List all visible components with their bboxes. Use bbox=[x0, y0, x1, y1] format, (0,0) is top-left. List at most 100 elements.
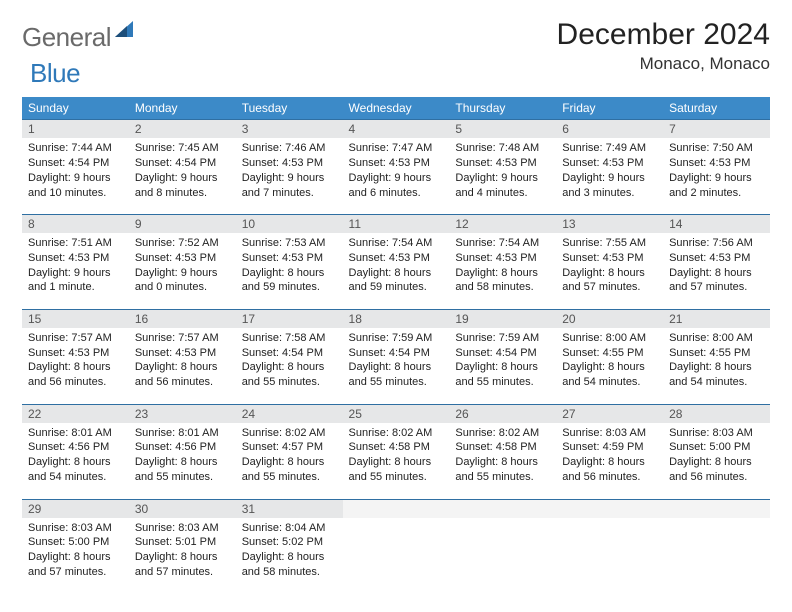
calendar-table: Sunday Monday Tuesday Wednesday Thursday… bbox=[22, 97, 770, 586]
day-cell: Sunrise: 7:50 AMSunset: 4:53 PMDaylight:… bbox=[663, 138, 770, 206]
sunrise-text: Sunrise: 8:01 AM bbox=[135, 426, 230, 441]
sunrise-text: Sunrise: 7:48 AM bbox=[455, 141, 550, 156]
location-label: Monaco, Monaco bbox=[557, 54, 770, 74]
sunset-text: Sunset: 4:53 PM bbox=[669, 156, 764, 171]
day-number: 20 bbox=[556, 309, 663, 328]
day-number: 12 bbox=[449, 214, 556, 233]
sunset-text: Sunset: 4:56 PM bbox=[135, 440, 230, 455]
daylight-text: Daylight: 8 hours and 55 minutes. bbox=[242, 455, 337, 485]
dow-saturday: Saturday bbox=[663, 97, 770, 120]
day-number: 22 bbox=[22, 404, 129, 423]
sunrise-text: Sunrise: 8:03 AM bbox=[562, 426, 657, 441]
sunset-text: Sunset: 4:59 PM bbox=[562, 440, 657, 455]
sunrise-text: Sunrise: 7:53 AM bbox=[242, 236, 337, 251]
daylight-text: Daylight: 8 hours and 58 minutes. bbox=[242, 550, 337, 580]
sunset-text: Sunset: 4:55 PM bbox=[562, 346, 657, 361]
sunset-text: Sunset: 4:53 PM bbox=[455, 156, 550, 171]
daylight-text: Daylight: 8 hours and 54 minutes. bbox=[28, 455, 123, 485]
daylight-text: Daylight: 8 hours and 54 minutes. bbox=[669, 360, 764, 390]
sunrise-text: Sunrise: 7:46 AM bbox=[242, 141, 337, 156]
sunset-text: Sunset: 4:55 PM bbox=[669, 346, 764, 361]
sunset-text: Sunset: 5:00 PM bbox=[669, 440, 764, 455]
sunrise-text: Sunrise: 7:56 AM bbox=[669, 236, 764, 251]
day-number: 26 bbox=[449, 404, 556, 423]
day-cell: Sunrise: 7:45 AMSunset: 4:54 PMDaylight:… bbox=[129, 138, 236, 206]
sunrise-text: Sunrise: 7:59 AM bbox=[455, 331, 550, 346]
daylight-text: Daylight: 8 hours and 55 minutes. bbox=[349, 455, 444, 485]
day-number bbox=[343, 499, 450, 518]
day-cell: Sunrise: 7:59 AMSunset: 4:54 PMDaylight:… bbox=[343, 328, 450, 396]
day-cell: Sunrise: 8:03 AMSunset: 5:00 PMDaylight:… bbox=[22, 518, 129, 586]
sunset-text: Sunset: 5:01 PM bbox=[135, 535, 230, 550]
day-cell: Sunrise: 8:00 AMSunset: 4:55 PMDaylight:… bbox=[663, 328, 770, 396]
sunset-text: Sunset: 4:53 PM bbox=[135, 346, 230, 361]
daylight-text: Daylight: 8 hours and 58 minutes. bbox=[455, 266, 550, 296]
day-cell: Sunrise: 8:01 AMSunset: 4:56 PMDaylight:… bbox=[129, 423, 236, 491]
daylight-text: Daylight: 8 hours and 57 minutes. bbox=[669, 266, 764, 296]
sunset-text: Sunset: 4:58 PM bbox=[349, 440, 444, 455]
day-number: 30 bbox=[129, 499, 236, 518]
sunset-text: Sunset: 4:57 PM bbox=[242, 440, 337, 455]
day-cell: Sunrise: 8:03 AMSunset: 5:01 PMDaylight:… bbox=[129, 518, 236, 586]
sunrise-text: Sunrise: 7:57 AM bbox=[28, 331, 123, 346]
sunrise-text: Sunrise: 7:50 AM bbox=[669, 141, 764, 156]
day-number: 6 bbox=[556, 120, 663, 139]
sunrise-text: Sunrise: 7:49 AM bbox=[562, 141, 657, 156]
page-title: December 2024 bbox=[557, 18, 770, 52]
day-number: 17 bbox=[236, 309, 343, 328]
day-cell: Sunrise: 7:49 AMSunset: 4:53 PMDaylight:… bbox=[556, 138, 663, 206]
daylight-text: Daylight: 9 hours and 4 minutes. bbox=[455, 171, 550, 201]
day-cell: Sunrise: 8:01 AMSunset: 4:56 PMDaylight:… bbox=[22, 423, 129, 491]
sunrise-text: Sunrise: 8:04 AM bbox=[242, 521, 337, 536]
dow-friday: Friday bbox=[556, 97, 663, 120]
daylight-text: Daylight: 9 hours and 2 minutes. bbox=[669, 171, 764, 201]
logo-word1: General bbox=[22, 22, 111, 53]
daylight-text: Daylight: 8 hours and 56 minutes. bbox=[669, 455, 764, 485]
day-cell: Sunrise: 8:04 AMSunset: 5:02 PMDaylight:… bbox=[236, 518, 343, 586]
sunrise-text: Sunrise: 7:52 AM bbox=[135, 236, 230, 251]
sunset-text: Sunset: 4:56 PM bbox=[28, 440, 123, 455]
sunset-text: Sunset: 4:53 PM bbox=[28, 346, 123, 361]
sunset-text: Sunset: 4:54 PM bbox=[242, 346, 337, 361]
day-number: 8 bbox=[22, 214, 129, 233]
daylight-text: Daylight: 8 hours and 55 minutes. bbox=[455, 455, 550, 485]
sunrise-text: Sunrise: 8:02 AM bbox=[455, 426, 550, 441]
sunrise-text: Sunrise: 8:03 AM bbox=[135, 521, 230, 536]
day-cell: Sunrise: 7:53 AMSunset: 4:53 PMDaylight:… bbox=[236, 233, 343, 301]
sunset-text: Sunset: 4:53 PM bbox=[562, 156, 657, 171]
daylight-text: Daylight: 9 hours and 8 minutes. bbox=[135, 171, 230, 201]
daylight-text: Daylight: 8 hours and 55 minutes. bbox=[242, 360, 337, 390]
day-number: 9 bbox=[129, 214, 236, 233]
day-number: 28 bbox=[663, 404, 770, 423]
day-number: 23 bbox=[129, 404, 236, 423]
sunrise-text: Sunrise: 8:00 AM bbox=[562, 331, 657, 346]
day-number: 29 bbox=[22, 499, 129, 518]
sunrise-text: Sunrise: 7:57 AM bbox=[135, 331, 230, 346]
sunset-text: Sunset: 4:53 PM bbox=[135, 251, 230, 266]
day-cell: Sunrise: 7:47 AMSunset: 4:53 PMDaylight:… bbox=[343, 138, 450, 206]
day-number bbox=[663, 499, 770, 518]
daylight-text: Daylight: 8 hours and 55 minutes. bbox=[349, 360, 444, 390]
day-number: 25 bbox=[343, 404, 450, 423]
day-cell: Sunrise: 7:44 AMSunset: 4:54 PMDaylight:… bbox=[22, 138, 129, 206]
dow-wednesday: Wednesday bbox=[343, 97, 450, 120]
daylight-text: Daylight: 8 hours and 57 minutes. bbox=[28, 550, 123, 580]
daylight-text: Daylight: 9 hours and 10 minutes. bbox=[28, 171, 123, 201]
day-number: 13 bbox=[556, 214, 663, 233]
day-number: 15 bbox=[22, 309, 129, 328]
daylight-text: Daylight: 8 hours and 55 minutes. bbox=[455, 360, 550, 390]
sunset-text: Sunset: 4:53 PM bbox=[28, 251, 123, 266]
sunset-text: Sunset: 4:54 PM bbox=[135, 156, 230, 171]
sunset-text: Sunset: 4:54 PM bbox=[455, 346, 550, 361]
daylight-text: Daylight: 8 hours and 56 minutes. bbox=[562, 455, 657, 485]
sunrise-text: Sunrise: 7:55 AM bbox=[562, 236, 657, 251]
day-cell: Sunrise: 8:03 AMSunset: 4:59 PMDaylight:… bbox=[556, 423, 663, 491]
sunset-text: Sunset: 4:53 PM bbox=[349, 251, 444, 266]
daylight-text: Daylight: 8 hours and 59 minutes. bbox=[242, 266, 337, 296]
day-number bbox=[449, 499, 556, 518]
daylight-text: Daylight: 9 hours and 6 minutes. bbox=[349, 171, 444, 201]
sunset-text: Sunset: 4:54 PM bbox=[28, 156, 123, 171]
day-number bbox=[556, 499, 663, 518]
sunrise-text: Sunrise: 8:00 AM bbox=[669, 331, 764, 346]
day-number: 21 bbox=[663, 309, 770, 328]
